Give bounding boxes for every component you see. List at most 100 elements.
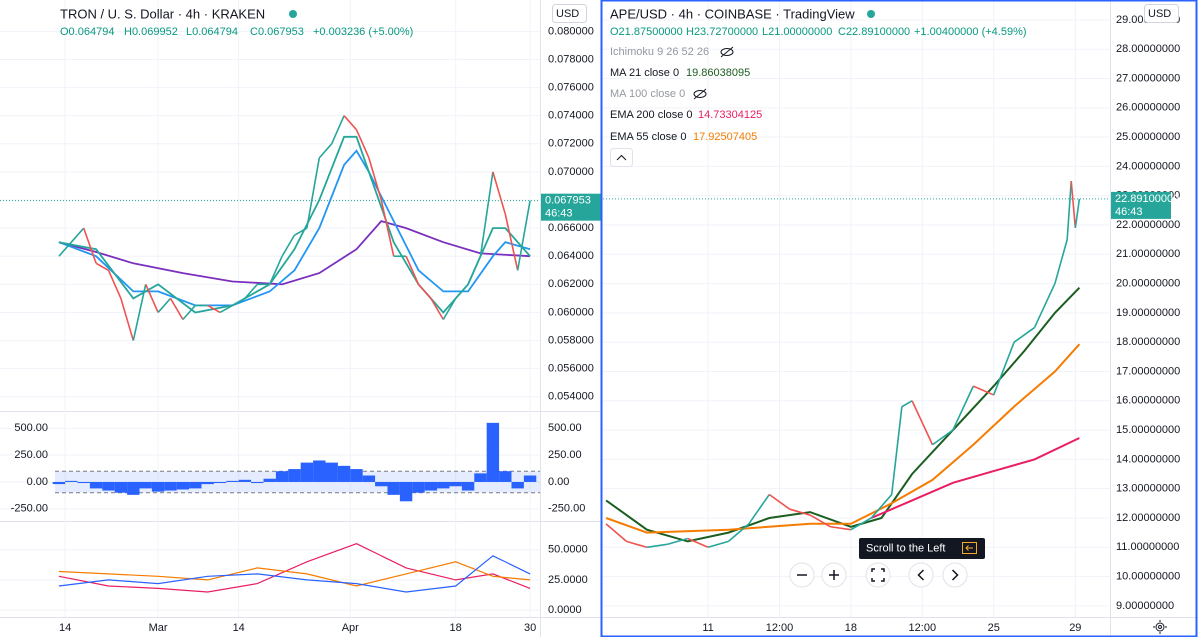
price-segment <box>281 234 296 257</box>
currency: USD <box>556 8 579 20</box>
x-tick-label: 11 <box>702 622 713 634</box>
moving-average <box>58 149 531 307</box>
price-segment <box>516 200 531 271</box>
price-segment <box>667 537 688 546</box>
currency-button[interactable] <box>1144 4 1179 23</box>
y-tick-label: 0.076000 <box>548 81 594 93</box>
price-segment <box>992 341 1015 396</box>
y-tick-label: -250.00 <box>548 503 585 515</box>
y-tick-label: 20.00000000 <box>1116 278 1180 290</box>
y-tick-label: -250.00 <box>11 503 48 515</box>
y-tick-label: 24.00000000 <box>1116 160 1180 172</box>
nav-buttons[interactable] <box>789 562 968 588</box>
x-tick-label: 14 <box>59 622 71 634</box>
y-tick-label: 22.00000000 <box>1116 219 1180 231</box>
price-segment <box>368 157 383 201</box>
osc-bar <box>263 478 276 482</box>
oscillator-line <box>58 561 531 587</box>
osc-bar <box>114 481 128 493</box>
tooltip-text: Scroll to the Left <box>866 542 946 554</box>
price-segment <box>1066 181 1073 240</box>
osc-bar <box>164 481 177 491</box>
price-segment <box>157 297 172 313</box>
nav-icons <box>797 568 959 582</box>
price-segment <box>1070 180 1077 229</box>
y-tick-label: 0.058000 <box>548 334 594 346</box>
countdown: 46:43 <box>1115 206 1143 218</box>
price-segment <box>107 269 122 299</box>
overlay: TRON / U. S. Dollar · 4h · KRAKEN O0.064… <box>60 4 1179 634</box>
collapse-legend[interactable] <box>610 148 633 167</box>
price-segment <box>789 508 811 516</box>
indicator-value: 14.73304125 <box>698 109 762 121</box>
y-tick-label: 0.060000 <box>548 306 594 318</box>
osc-bar <box>325 462 338 482</box>
market-status <box>867 10 875 18</box>
price-segment <box>95 262 109 271</box>
ohlc: C0.067953 <box>250 26 304 38</box>
settings-gear[interactable] <box>1153 620 1167 634</box>
y-tick-label: 0.066000 <box>548 222 594 234</box>
osc-bar <box>387 481 400 495</box>
price-segment <box>169 297 184 320</box>
x-tick-label: 25 <box>988 622 1000 634</box>
chevron-up <box>616 154 627 161</box>
y-tick-label: 0.064000 <box>548 250 594 262</box>
osc-bar <box>238 479 252 482</box>
osc-bar <box>52 481 66 485</box>
x-tick-label: 12:00 <box>909 622 937 634</box>
hidden-eye-icon[interactable] <box>693 46 734 100</box>
moving-average <box>58 220 531 286</box>
osc-bar <box>474 473 487 482</box>
osc-bar <box>523 475 537 482</box>
osc-bar <box>337 465 351 482</box>
y-tick-label: 0.00 <box>27 476 48 488</box>
osc-bar <box>151 481 165 492</box>
price-segment <box>1074 198 1081 229</box>
price-segment <box>911 400 934 446</box>
moving-average <box>605 343 1081 534</box>
oscillator-line <box>58 543 531 593</box>
osc-bar <box>350 469 363 482</box>
price-segment <box>850 517 872 531</box>
x-tick-label: 18 <box>450 622 462 634</box>
y-tick-label: 17.00000000 <box>1116 365 1180 377</box>
y-tick-label: 27.00000000 <box>1116 72 1180 84</box>
price-segment <box>70 227 85 243</box>
price-segment <box>294 227 308 236</box>
price-segment <box>268 255 283 285</box>
osc-bar <box>288 469 301 482</box>
currency-button[interactable] <box>552 4 587 23</box>
moving-average <box>605 287 1081 543</box>
price-segment <box>467 255 482 285</box>
price-segment <box>952 385 975 431</box>
osc-bar <box>375 481 388 487</box>
y-tick-label: 500.00 <box>548 422 582 434</box>
osc-bar <box>251 481 264 484</box>
price-segment <box>687 537 709 549</box>
osc-bar <box>275 471 289 482</box>
osc-bar <box>424 481 438 491</box>
indicator-value: 17.92507405 <box>693 131 757 143</box>
ohlc: O21.87500000 <box>610 26 683 38</box>
ohlc: +1.00400000 (+4.59%) <box>914 26 1027 38</box>
price-segment <box>809 514 831 528</box>
last-price: 22.89100000 <box>1115 193 1179 205</box>
price-segment <box>132 284 147 341</box>
price-segment <box>890 406 903 495</box>
indicator-name: MA 21 close 0 <box>610 67 679 79</box>
y-tick-label: 0.070000 <box>548 166 594 178</box>
y-tick-label: 11.00000000 <box>1116 541 1179 553</box>
price-segment <box>343 115 358 131</box>
y-tick-label: 250.00 <box>548 449 582 461</box>
osc-bar <box>461 481 475 491</box>
y-tick-label: 9.00000000 <box>1116 600 1174 612</box>
right-title: APE/USD · 4h · COINBASE · TradingView <box>610 6 855 21</box>
y-tick-label: 0.0000 <box>548 604 582 616</box>
price-segment <box>417 283 432 299</box>
indicator-name: EMA 200 close 0 <box>610 109 693 121</box>
y-tick-label: 0.078000 <box>548 53 594 65</box>
osc-bar <box>511 481 524 489</box>
